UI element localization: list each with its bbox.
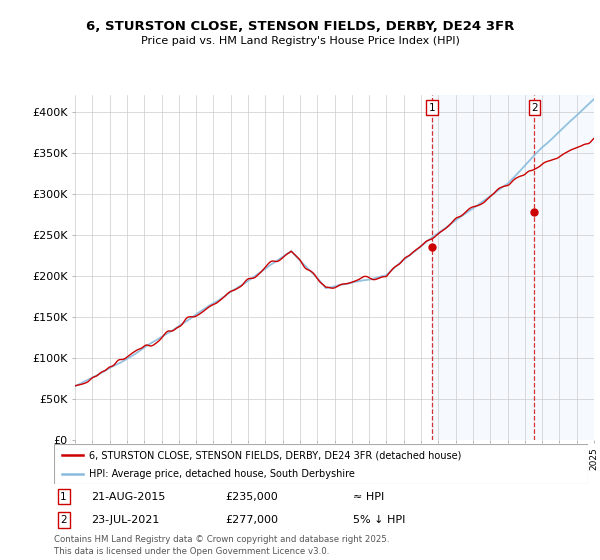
Text: £277,000: £277,000 xyxy=(225,515,278,525)
Text: 1: 1 xyxy=(60,492,67,502)
Text: 23-JUL-2021: 23-JUL-2021 xyxy=(91,515,160,525)
Text: 21-AUG-2015: 21-AUG-2015 xyxy=(91,492,166,502)
Text: 1: 1 xyxy=(429,102,436,113)
Text: 6, STURSTON CLOSE, STENSON FIELDS, DERBY, DE24 3FR: 6, STURSTON CLOSE, STENSON FIELDS, DERBY… xyxy=(86,20,514,32)
Bar xyxy=(432,95,594,440)
Text: 2: 2 xyxy=(531,102,538,113)
Text: 2: 2 xyxy=(60,515,67,525)
Text: Contains HM Land Registry data © Crown copyright and database right 2025.
This d: Contains HM Land Registry data © Crown c… xyxy=(54,535,389,556)
Text: 5% ↓ HPI: 5% ↓ HPI xyxy=(353,515,406,525)
Text: Price paid vs. HM Land Registry's House Price Index (HPI): Price paid vs. HM Land Registry's House … xyxy=(140,36,460,46)
Text: ≈ HPI: ≈ HPI xyxy=(353,492,384,502)
Text: HPI: Average price, detached house, South Derbyshire: HPI: Average price, detached house, Sout… xyxy=(89,469,355,479)
Text: 6, STURSTON CLOSE, STENSON FIELDS, DERBY, DE24 3FR (detached house): 6, STURSTON CLOSE, STENSON FIELDS, DERBY… xyxy=(89,450,461,460)
Text: £235,000: £235,000 xyxy=(225,492,278,502)
